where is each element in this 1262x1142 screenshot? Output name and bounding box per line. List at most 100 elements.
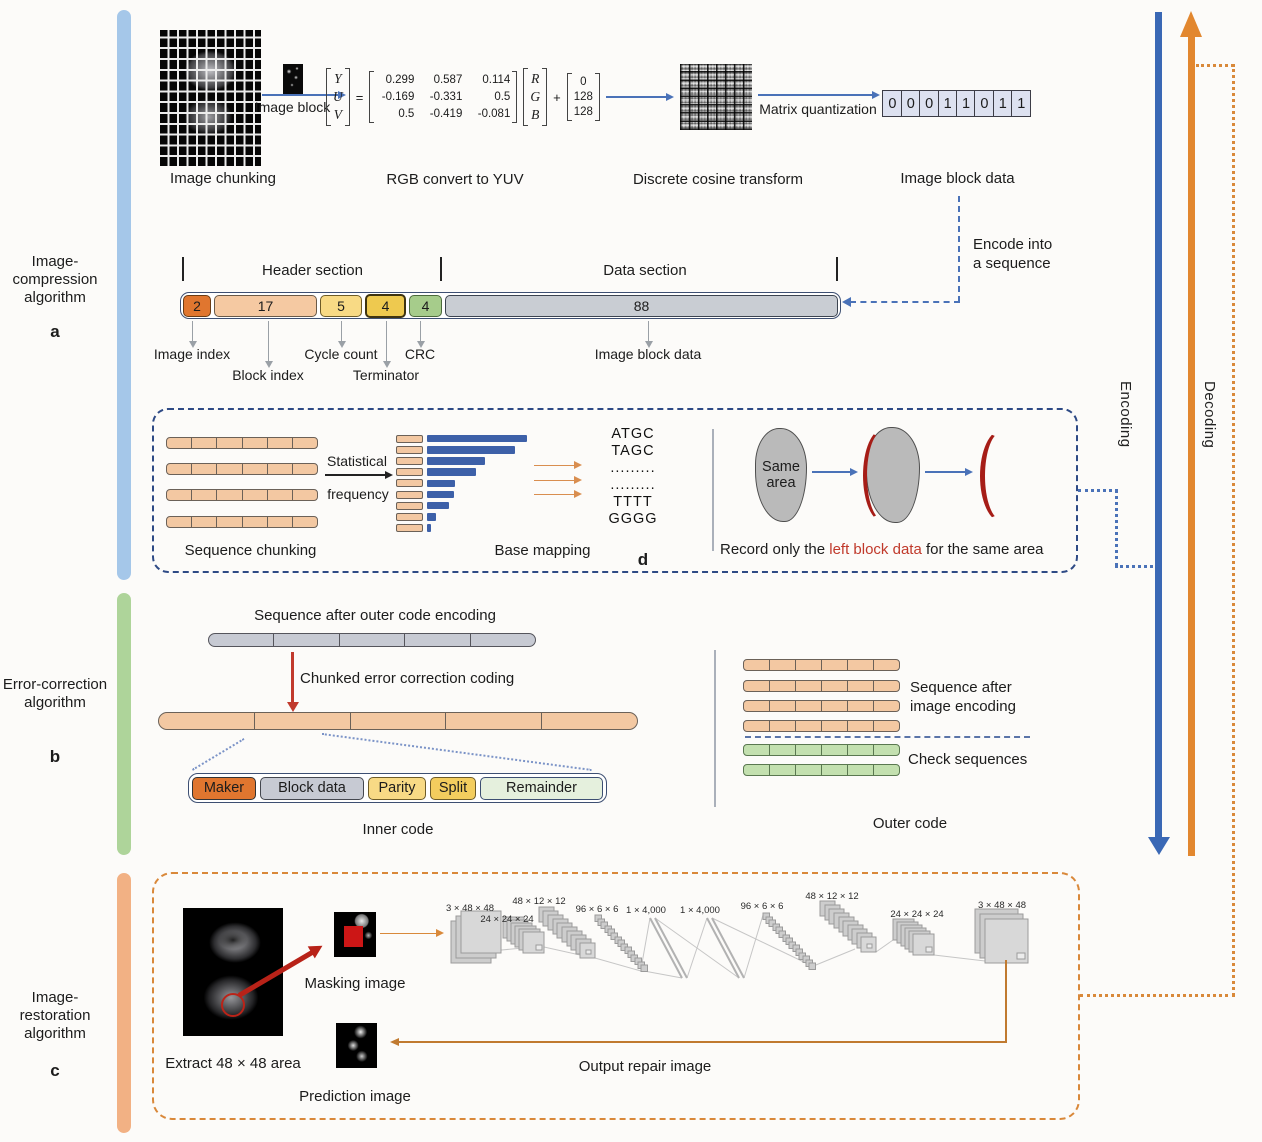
masking-image-label: Masking image [304,975,406,992]
output-arrowhead [390,1037,399,1046]
source-image-picture [183,908,283,1036]
encode-into-sequence-label: Encode into a sequence [973,236,1053,272]
extract-area-label: Extract 48 × 48 area [165,1055,301,1072]
section-c-label: Image-restoration algorithm [19,989,91,1042]
remainder-cell: Remainder [480,776,603,800]
arrow-dct-to-bits [758,91,880,99]
decoding-label: Decoding [1201,381,1218,449]
panel-d-letter: d [637,550,649,569]
prediction-image-picture [336,1023,377,1068]
image-block-label: Image block [254,99,331,115]
parity-cell: Parity [368,776,426,800]
map-arrow-1 [534,461,582,469]
encode-connector-horizontal [850,301,960,303]
encoding-label: Encoding [1117,381,1134,448]
output-line-horizontal [397,1041,1007,1043]
offset-vector: 0 128 128 [573,76,593,118]
dim-label-4: 1 × 4,000 [626,905,666,916]
dim-label-6: 96 × 6 × 6 [740,901,784,912]
check-sequences-label: Check sequences [908,751,1028,768]
image-encoded-bar-4 [743,720,900,732]
cell-terminator: 4 [365,293,406,318]
cell-block-index: 17 [214,294,317,317]
image-encoded-bar-2 [743,680,900,692]
data-section-label: Data section [603,262,687,279]
statistical-frequency-arrow [325,471,393,479]
encode-connector-arrowhead [842,297,851,307]
image-block-data-label: Image block data [900,170,1015,187]
inner-code-bar: Maker Block data Parity Split Remainder [188,773,607,803]
chunked-coding-arrow [291,652,294,704]
d-connector-h1 [1078,489,1118,492]
sequence-chunk-bar-3 [166,489,318,501]
section-a-label: Image-compression algorithm [12,253,98,306]
outer-code-label: Outer code [872,815,948,832]
output-line-vertical [1005,960,1007,1042]
cell-cycle-count: 5 [320,294,362,317]
check-sequence-bar-2 [743,764,900,776]
base-strings-column: ATGC TAGC .................. TTTT GGGG [608,426,658,527]
sidebar-bar-error-correction [117,593,131,855]
dct-label: Discrete cosine transform [632,171,804,188]
dim-label-8: 24 × 24 × 24 [890,909,944,920]
arrow-equation-to-dct [606,93,674,101]
pointer-crc [416,321,425,348]
panel-d-divider [712,429,714,551]
sequence-chunk-bar-4 [166,516,318,528]
frequency-label: frequency [327,486,389,502]
red-left-edge [863,429,903,522]
mask-square [344,926,363,947]
record-highlight: left block data [829,541,922,558]
section-b-letter: b [49,747,61,766]
arrow-mask-to-network [380,929,444,937]
record-caption: Record only the left block data for the … [720,541,1044,558]
decode-connector-top [1196,64,1234,67]
chunked-coding-arrowhead [286,702,299,712]
decode-connector-right [1232,64,1235,996]
d-connector-h2 [1115,565,1158,568]
zoom-line-right [321,733,592,771]
zoom-line-left [192,738,245,771]
check-sequence-bar-1 [743,744,900,756]
outer-encoded-bar [208,633,536,647]
sidebar-bar-compression [117,10,131,580]
base-mapping-label: Base mapping [494,542,591,559]
decoding-arrowhead [1180,11,1202,37]
encoding-arrow-line [1155,12,1162,838]
tick-header-end [440,257,442,281]
outlined-area-blob [863,427,920,523]
sequence-chunk-bar-2 [166,463,318,475]
base-mapping-box [152,408,1078,573]
arrow-chunk-to-equation [262,91,346,99]
dct-picture [680,64,752,130]
masking-image-picture [334,912,376,957]
statistical-label: Statistical [327,453,387,469]
extract-area-circle [221,993,245,1017]
equals-sign: = [355,89,364,105]
pointer-image-block-data [644,321,653,348]
tick-header-start [182,257,184,281]
pointer-terminator [382,321,391,368]
section-a-letter: a [50,322,60,341]
outer-encoded-label: Sequence after outer code encoding [254,607,496,624]
section-b-divider [714,650,716,807]
block-data-cell: Block data [260,776,364,800]
output-repair-label: Output repair image [578,1058,712,1075]
cell-image-index: 2 [183,294,211,317]
sequence-chunking-label: Sequence chunking [184,542,317,559]
plus-sign: + [553,89,561,105]
inner-coded-bar [158,712,638,730]
restoration-box [152,872,1080,1120]
terminator-label: Terminator [352,367,420,383]
image-chunking-label: Image chunking [170,170,276,187]
frequency-histogram [396,433,527,534]
sidebar-bar-restoration [117,873,131,1133]
conversion-matrix: 0.299 0.587 0.114 -0.169 -0.331 0.5 0.5 -0.41… [381,74,511,120]
crc-label: CRC [404,346,436,362]
cycle-count-label: Cycle count [304,346,378,362]
outer-code-separator [745,736,1030,738]
